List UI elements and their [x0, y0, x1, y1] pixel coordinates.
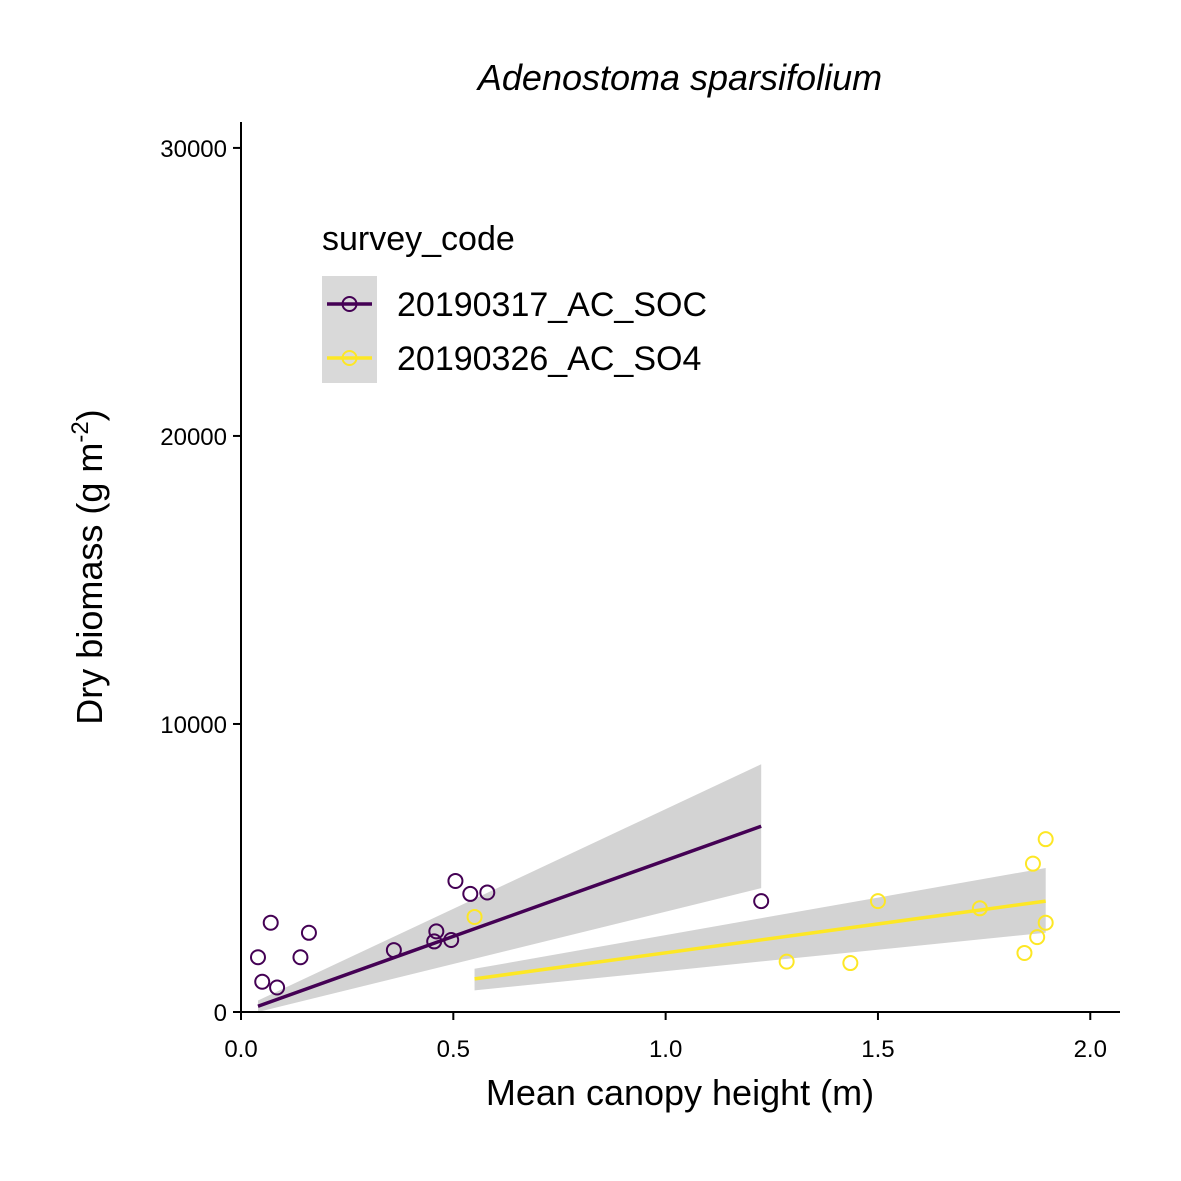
data-point-1-3	[869, 893, 886, 910]
data-point-0-1	[254, 973, 271, 990]
data-point-0-9	[443, 931, 460, 948]
x-axis-title: Mean canopy height (m)	[486, 1072, 874, 1113]
data-point-0-8	[428, 923, 445, 940]
data-point-0-7	[426, 933, 443, 950]
y-tick-label: 30000	[160, 136, 227, 163]
data-point-0-3	[269, 979, 286, 996]
fit-line-0	[257, 824, 762, 1008]
data-point-1-6	[1024, 855, 1041, 872]
confidence-bands	[257, 764, 1046, 1012]
chart-title: Adenostoma sparsifolium	[476, 57, 882, 98]
data-point-0-10	[447, 872, 464, 889]
legend: survey_code 20190317_AC_SOC 20190326_AC_S…	[322, 220, 707, 383]
x-axis-ticks: 0.0 0.5 1.0 1.5 2.0	[224, 1012, 1107, 1063]
x-tick-label: 0.0	[224, 1036, 257, 1063]
legend-label-1: 20190326_AC_SO4	[397, 340, 701, 378]
confidence-band-0	[257, 764, 762, 1012]
legend-items: 20190317_AC_SOC 20190326_AC_SO4	[327, 286, 707, 378]
legend-point-1	[341, 350, 358, 366]
y-tick-label: 10000	[160, 712, 227, 739]
data-point-0-6	[385, 942, 402, 959]
legend-title: survey_code	[322, 220, 515, 258]
data-point-0-0	[249, 949, 266, 966]
y-axis-title-superscript: -2	[67, 421, 94, 442]
data-point-1-1	[778, 953, 795, 970]
data-point-1-9	[1037, 831, 1054, 848]
x-tick-label: 0.5	[437, 1036, 470, 1063]
x-tick-label: 1.5	[861, 1036, 894, 1063]
data-point-0-13	[753, 893, 770, 910]
y-axis-title-close: )	[69, 409, 110, 421]
fit-lines	[257, 824, 1046, 1008]
data-point-0-12	[479, 884, 496, 901]
x-tick-label: 2.0	[1074, 1036, 1107, 1063]
data-point-1-7	[1029, 929, 1046, 946]
data-point-0-2	[262, 914, 279, 931]
y-axis-ticks: 0 10000 20000 30000	[160, 136, 241, 1027]
data-point-1-4	[971, 900, 988, 917]
data-point-1-2	[842, 955, 859, 972]
data-point-0-5	[300, 924, 317, 941]
legend-label-0: 20190317_AC_SOC	[397, 286, 707, 324]
y-axis-title: Dry biomass (g m-2)	[67, 409, 110, 724]
fit-line-1	[474, 899, 1046, 981]
x-tick-label: 1.0	[649, 1036, 682, 1063]
y-tick-label: 20000	[160, 424, 227, 451]
data-point-1-5	[1016, 944, 1033, 961]
legend-point-0	[341, 296, 358, 312]
legend-key-background	[322, 276, 377, 383]
data-point-0-4	[292, 949, 309, 966]
y-axis-title-main: Dry biomass (g m	[69, 443, 110, 725]
data-point-1-8	[1037, 914, 1054, 931]
data-point-1-0	[466, 908, 483, 925]
y-tick-label: 0	[214, 1000, 227, 1027]
data-points	[249, 831, 1054, 996]
data-point-0-11	[462, 885, 479, 902]
